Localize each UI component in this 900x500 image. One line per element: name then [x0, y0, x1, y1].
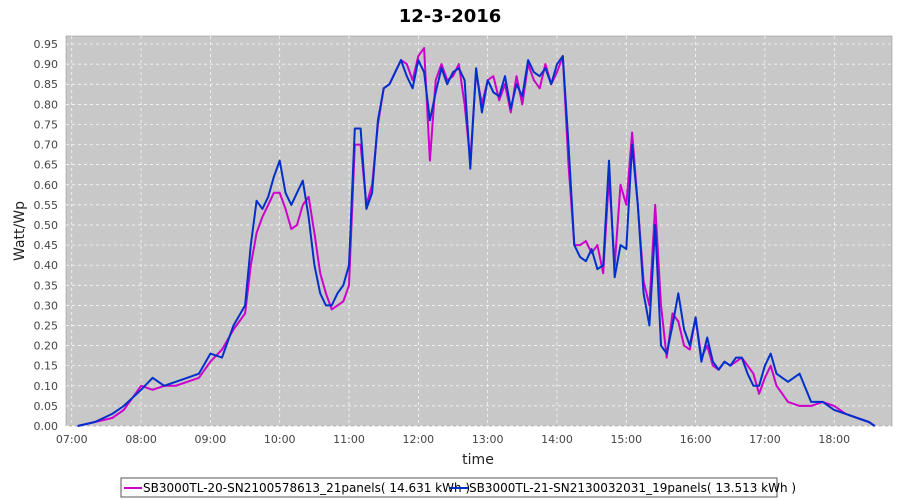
- x-tick-label: 12:00: [402, 433, 434, 446]
- x-tick-label: 08:00: [125, 433, 157, 446]
- x-tick-label: 07:00: [56, 433, 88, 446]
- legend-box: [120, 477, 778, 498]
- legend-entry-2: SB3000TL-21-SN2130032031_19panels( 13.51…: [469, 481, 796, 495]
- x-axis-ticks: 07:00 08:00 09:00 10:00 11:00 12:00 13:00 14:00…: [56, 433, 850, 446]
- y-tick-label: 0.75: [34, 118, 59, 131]
- x-tick-label: 15:00: [610, 433, 642, 446]
- y-tick-label: 0.80: [34, 98, 59, 111]
- x-tick-label: 13:00: [472, 433, 504, 446]
- y-tick-label: 0.55: [34, 199, 59, 212]
- y-tick-label: 0.60: [34, 179, 59, 192]
- y-tick-label: 0.45: [34, 239, 59, 252]
- y-tick-label: 0.90: [34, 58, 59, 71]
- y-tick-label: 0.65: [34, 159, 59, 172]
- series-line-2: [77, 55, 876, 427]
- y-tick-label: 0.30: [34, 299, 59, 312]
- y-tick-label: 0.40: [34, 259, 59, 272]
- x-tick-label: 11:00: [333, 433, 365, 446]
- y-tick-label: 0.25: [34, 319, 59, 332]
- x-axis-label: time: [462, 452, 494, 468]
- y-tick-label: 0.95: [34, 38, 59, 51]
- y-tick-label: 0.85: [34, 78, 59, 91]
- y-axis-ticks: 0.00 0.05 0.10 0.15 0.20 0.25 0.30 0.35 0.40 0.45…: [34, 38, 59, 433]
- y-tick-label: 0.15: [34, 360, 59, 373]
- x-tick-label: 18:00: [818, 433, 850, 446]
- chart-title: 12-3-2016: [399, 6, 502, 27]
- series-lines: [77, 47, 876, 427]
- y-tick-label: 0.20: [34, 340, 59, 353]
- y-tick-label: 0.70: [34, 139, 59, 152]
- legend-entry-1: SB3000TL-20-SN2100578613_21panels( 14.63…: [143, 481, 470, 495]
- y-tick-label: 0.00: [34, 420, 59, 433]
- y-tick-label: 0.35: [34, 279, 59, 292]
- plot-area: [65, 35, 893, 427]
- y-tick-label: 0.50: [34, 219, 59, 232]
- x-tick-label: 16:00: [680, 433, 712, 446]
- y-tick-label: 0.05: [34, 400, 59, 413]
- legend: SB3000TL-20-SN2100578613_21panels( 14.63…: [120, 477, 796, 498]
- y-tick-label: 0.10: [34, 380, 59, 393]
- x-tick-label: 14:00: [541, 433, 573, 446]
- x-tick-label: 09:00: [195, 433, 227, 446]
- x-tick-label: 10:00: [264, 433, 296, 446]
- x-tick-label: 17:00: [749, 433, 781, 446]
- y-axis-label: Watt/Wp: [12, 201, 28, 261]
